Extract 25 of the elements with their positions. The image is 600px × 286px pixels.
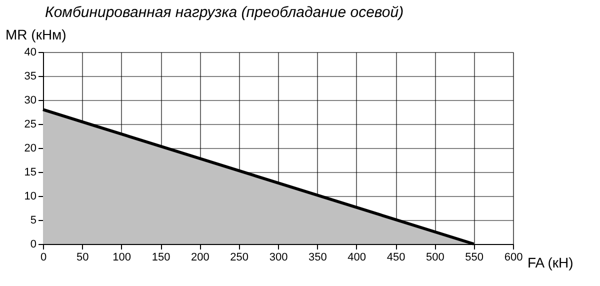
x-tick-label: 500 — [426, 252, 444, 264]
x-tick-label: 350 — [308, 252, 327, 264]
y-tick-label: 15 — [24, 166, 36, 178]
x-tick-label: 0 — [40, 252, 47, 264]
x-tick-label: 200 — [190, 252, 210, 264]
chart-title: Комбинированная нагрузка (преобладание осевой) — [45, 4, 404, 21]
x-tick-label: 250 — [230, 252, 249, 264]
x-tick-label: 400 — [348, 252, 366, 264]
y-tick-label: 25 — [24, 118, 36, 130]
x-tick-label: 600 — [504, 252, 523, 264]
x-tick-label: 300 — [269, 252, 288, 264]
x-tick-label: 550 — [465, 252, 484, 264]
y-tick-label: 35 — [24, 70, 36, 82]
x-tick-label: 100 — [112, 252, 132, 264]
x-tick-label: 150 — [152, 252, 170, 264]
y-tick-label: 5 — [30, 214, 36, 226]
y-tick-label: 10 — [24, 190, 36, 202]
x-tick-label: 50 — [76, 252, 89, 264]
y-axis-title: MR (кНм) — [6, 26, 66, 42]
x-axis-title: FA (кН) — [528, 254, 574, 270]
y-tick-label: 0 — [30, 238, 36, 250]
x-tick-label: 450 — [386, 252, 406, 264]
y-tick-label: 20 — [24, 142, 36, 154]
y-tick-label: 40 — [24, 46, 36, 58]
y-tick-label: 30 — [24, 94, 36, 106]
